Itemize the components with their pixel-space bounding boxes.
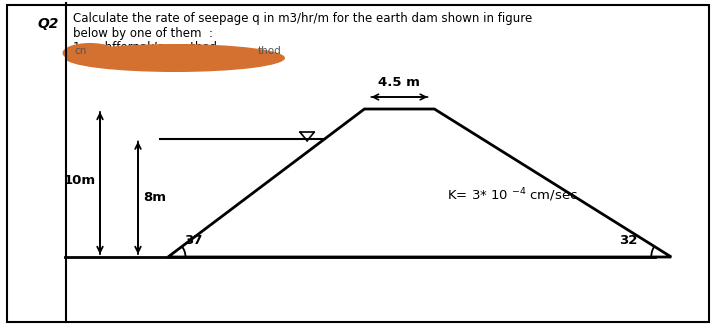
Ellipse shape	[100, 54, 160, 70]
Ellipse shape	[65, 44, 285, 72]
Text: cn: cn	[74, 46, 86, 56]
Ellipse shape	[63, 43, 117, 63]
Text: below by one of them  :: below by one of them :	[73, 27, 213, 40]
Polygon shape	[168, 109, 671, 257]
Text: 4.5 m: 4.5 m	[379, 76, 420, 89]
Text: Calculate the rate of seepage q in m3/hr/m for the earth dam shown in figure: Calculate the rate of seepage q in m3/hr…	[73, 12, 532, 25]
Text: 37: 37	[184, 234, 202, 247]
Text: 32: 32	[619, 234, 638, 247]
Text: thod: thod	[258, 46, 282, 56]
Text: K= 3* 10 $^{-4}$ cm/sec: K= 3* 10 $^{-4}$ cm/sec	[447, 186, 578, 204]
Text: 10m: 10m	[64, 175, 96, 188]
Text: 1-scahffernak’s  method: 1-scahffernak’s method	[73, 41, 217, 54]
Text: Q2: Q2	[37, 17, 58, 31]
Text: 8m: 8m	[143, 191, 166, 204]
